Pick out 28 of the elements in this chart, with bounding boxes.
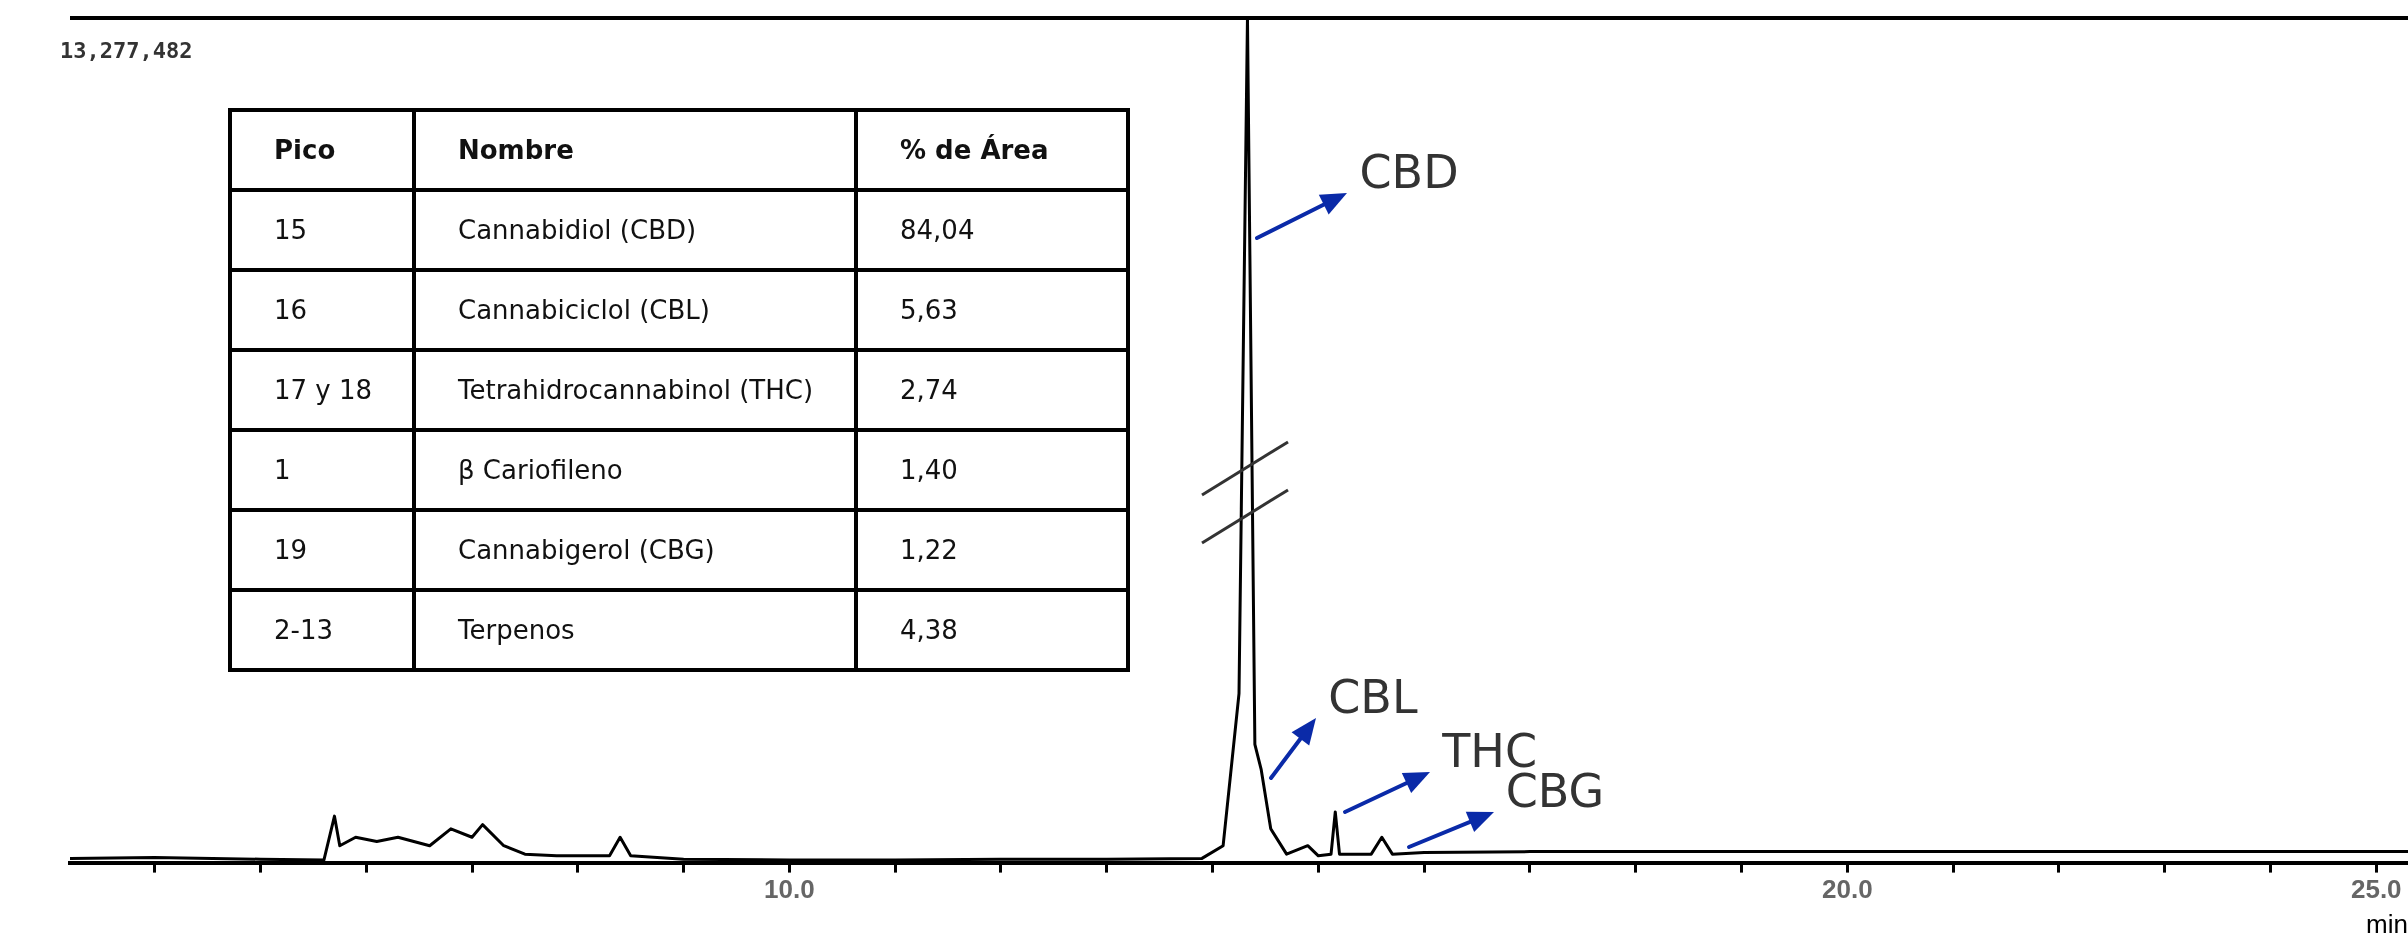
annotation: 13,277,482 bbox=[60, 38, 193, 63]
annotation: Terpenos bbox=[414, 590, 856, 670]
annotation: Cannabiciclol (CBL) bbox=[414, 270, 856, 350]
annotation: CBL bbox=[1328, 670, 1418, 725]
annotation: Nombre bbox=[414, 110, 856, 190]
annotation: 5,63 bbox=[856, 270, 1128, 350]
annotation: Tetrahidrocannabinol (THC) bbox=[414, 350, 856, 430]
annotation: 19 bbox=[230, 510, 414, 590]
annotation: 4,38 bbox=[856, 590, 1128, 670]
annotation: 84,04 bbox=[856, 190, 1128, 270]
annotation: 17 y 18 bbox=[230, 350, 414, 430]
annotation: Cannabigerol (CBG) bbox=[414, 510, 856, 590]
annotation: 1 bbox=[230, 430, 414, 510]
annotation: 15 bbox=[230, 190, 414, 270]
x-tick-label: 20.0 bbox=[1822, 874, 1873, 905]
annotation: % de Área bbox=[856, 110, 1128, 190]
x-tick-label: 25.0 bbox=[2350, 874, 2402, 905]
annotation: β Cariofileno bbox=[414, 430, 856, 510]
x-axis-title: min bbox=[2366, 908, 2408, 939]
annotation: 1,40 bbox=[856, 430, 1128, 510]
annotation: 2-13 bbox=[230, 590, 414, 670]
annotation: Cannabidiol (CBD) bbox=[414, 190, 856, 270]
annotation: 2,74 bbox=[856, 350, 1128, 430]
x-tick-label: 10.0 bbox=[764, 874, 815, 905]
annotation: 16 bbox=[230, 270, 414, 350]
annotation: 1,22 bbox=[856, 510, 1128, 590]
annotation: CBD bbox=[1359, 144, 1459, 199]
annotation: Pico bbox=[230, 110, 414, 190]
